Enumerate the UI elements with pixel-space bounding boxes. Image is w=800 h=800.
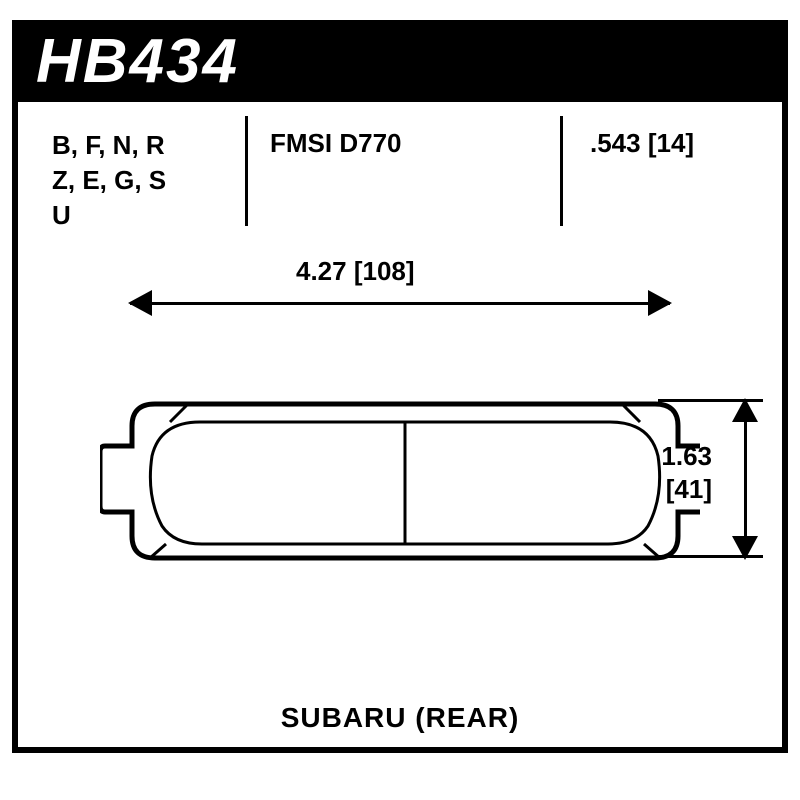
info-row: B, F, N, R Z, E, G, S U FMSI D770 .543 […: [30, 118, 770, 228]
arrow-up-icon: [732, 398, 758, 422]
height-value: 1.63: [661, 440, 712, 473]
arrow-right-icon: [648, 290, 672, 316]
codes-line-2: Z, E, G, S: [52, 163, 248, 198]
brake-pad-drawing: [100, 386, 700, 586]
height-dimension: [730, 400, 760, 558]
width-dimension: [130, 288, 670, 318]
fmsi-code: FMSI D770: [248, 118, 568, 228]
compound-codes: B, F, N, R Z, E, G, S U: [30, 118, 248, 228]
dim-shaft-v: [744, 400, 747, 558]
arrow-left-icon: [128, 290, 152, 316]
part-number: HB434: [36, 26, 239, 97]
thickness: .543 [14]: [568, 118, 770, 228]
arrow-down-icon: [732, 536, 758, 560]
height-dimension-label: 1.63 [41]: [661, 440, 712, 505]
page-root: { "title": "HB434", "codes": { "line1": …: [0, 0, 800, 800]
application-caption: SUBARU (REAR): [0, 702, 800, 734]
title-bar: HB434: [12, 20, 788, 102]
width-dimension-label: 4.27 [108]: [290, 256, 421, 287]
height-value-mm: [41]: [661, 473, 712, 506]
codes-line-1: B, F, N, R: [52, 128, 248, 163]
dim-shaft: [130, 302, 670, 305]
codes-line-3: U: [52, 198, 248, 233]
